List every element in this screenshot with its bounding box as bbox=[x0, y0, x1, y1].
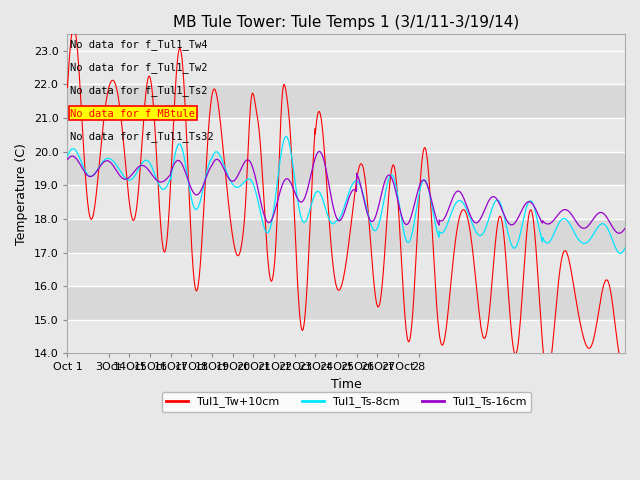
Bar bbox=[67, 51, 625, 84]
Text: No data for f_Tul1_Ts2: No data for f_Tul1_Ts2 bbox=[70, 85, 208, 96]
Y-axis label: Temperature (C): Temperature (C) bbox=[15, 143, 28, 245]
Bar bbox=[67, 118, 625, 152]
Text: No data for f_Tul1_Ts32: No data for f_Tul1_Ts32 bbox=[70, 131, 214, 142]
X-axis label: Time: Time bbox=[331, 378, 362, 391]
Text: No data for f_Tul1_Tw2: No data for f_Tul1_Tw2 bbox=[70, 62, 208, 72]
Bar bbox=[67, 185, 625, 219]
Title: MB Tule Tower: Tule Temps 1 (3/1/11-3/19/14): MB Tule Tower: Tule Temps 1 (3/1/11-3/19… bbox=[173, 15, 519, 30]
Text: No data for f_MBtule: No data for f_MBtule bbox=[70, 108, 195, 119]
Bar bbox=[67, 320, 625, 353]
Text: No data for f_Tul1_Tw4: No data for f_Tul1_Tw4 bbox=[70, 39, 208, 49]
Bar bbox=[67, 152, 625, 185]
Bar bbox=[67, 219, 625, 252]
Bar bbox=[67, 252, 625, 286]
Bar bbox=[67, 286, 625, 320]
Legend: Tul1_Tw+10cm, Tul1_Ts-8cm, Tul1_Ts-16cm: Tul1_Tw+10cm, Tul1_Ts-8cm, Tul1_Ts-16cm bbox=[162, 392, 531, 412]
Bar bbox=[67, 84, 625, 118]
